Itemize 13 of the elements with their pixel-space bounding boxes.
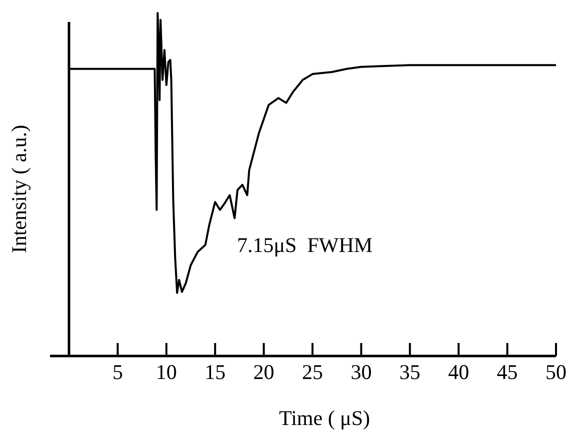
x-tick-label: 50 (546, 360, 566, 384)
x-tick-label: 45 (496, 360, 518, 384)
x-tick-label: 5 (112, 360, 123, 384)
x-tick-label: 25 (302, 360, 323, 384)
x-tick-label: 20 (253, 360, 274, 384)
x-tick-label: 10 (156, 360, 177, 384)
x-tick-label: 40 (448, 360, 470, 384)
y-axis-title: Intensity ( a.u.) (7, 124, 31, 254)
x-tick-label: 15 (204, 360, 226, 384)
x-axis-title: Time ( μS) (278, 406, 370, 430)
x-tick-label: 30 (350, 360, 372, 384)
annotation: 7.15μS FWHM (237, 233, 373, 257)
x-tick-label: 35 (399, 360, 420, 384)
